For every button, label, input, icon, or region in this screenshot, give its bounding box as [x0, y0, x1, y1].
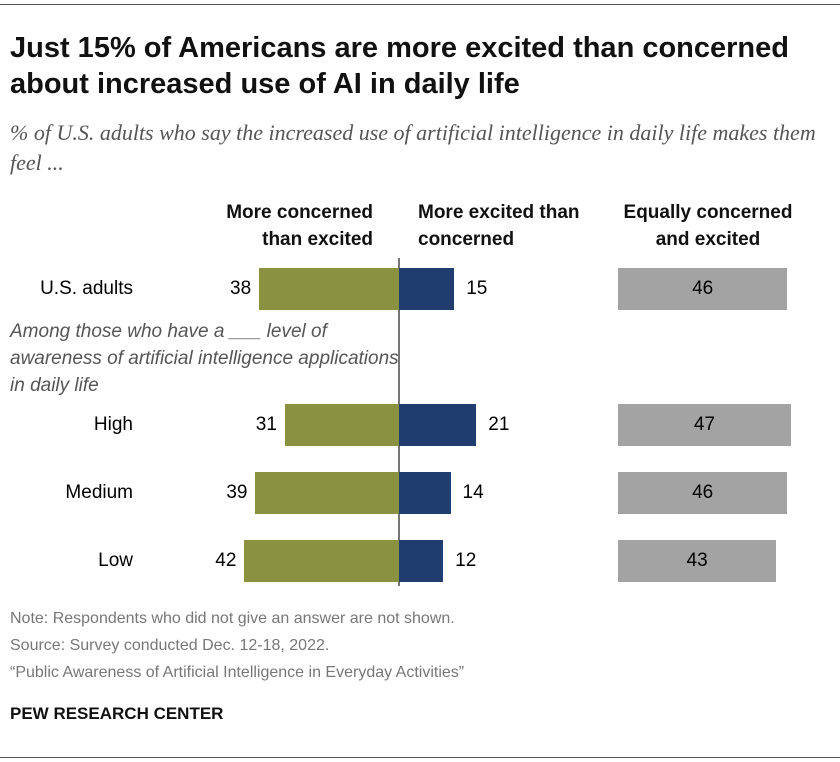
bar-excited — [399, 472, 451, 514]
report-title: “Public Awareness of Artificial Intellig… — [10, 664, 465, 681]
legend-equal: Equally concerned and excited — [623, 202, 793, 250]
bar-concerned — [255, 472, 399, 514]
legend-concerned: More concerned than excited — [226, 202, 373, 250]
bar-equal — [618, 404, 791, 446]
label-excited: 12 — [455, 550, 477, 571]
label-concerned: 38 — [230, 278, 252, 299]
source: Source: Survey conducted Dec. 12-18, 202… — [10, 637, 330, 654]
row-label: Medium — [65, 482, 133, 503]
label-equal: 43 — [686, 550, 708, 571]
label-excited: 15 — [466, 278, 488, 299]
pew-logo: PEW RESEARCH CENTER — [10, 704, 224, 723]
bar-equal — [618, 540, 777, 582]
row-label: Low — [98, 550, 133, 571]
bar-concerned — [259, 268, 399, 310]
label-excited: 21 — [488, 414, 510, 435]
bar-excited — [399, 268, 455, 310]
label-equal: 46 — [692, 278, 714, 299]
bar-equal — [618, 268, 788, 310]
bar-concerned — [284, 404, 399, 446]
label-excited: 14 — [462, 482, 484, 503]
bar-excited — [399, 404, 477, 446]
group-note: Among those who have a ___ level of awar… — [10, 321, 399, 396]
label-concerned: 31 — [255, 414, 277, 435]
row-label: High — [93, 414, 133, 435]
label-concerned: 39 — [226, 482, 248, 503]
footnote: Note: Respondents who did not give an an… — [10, 610, 455, 627]
bottom-rule — [0, 757, 840, 758]
bar-equal — [618, 472, 788, 514]
chart-subtitle: % of U.S. adults who say the increased u… — [10, 120, 816, 175]
row-label: U.S. adults — [40, 278, 133, 299]
bar-excited — [399, 540, 444, 582]
label-equal: 46 — [692, 482, 714, 503]
legend-excited: More excited than concerned — [418, 202, 580, 250]
bar-concerned — [244, 540, 399, 582]
chart-title: Just 15% of Americans are more excited t… — [10, 32, 789, 100]
top-rule — [0, 4, 840, 5]
label-concerned: 42 — [215, 550, 237, 571]
label-equal: 47 — [693, 414, 716, 435]
